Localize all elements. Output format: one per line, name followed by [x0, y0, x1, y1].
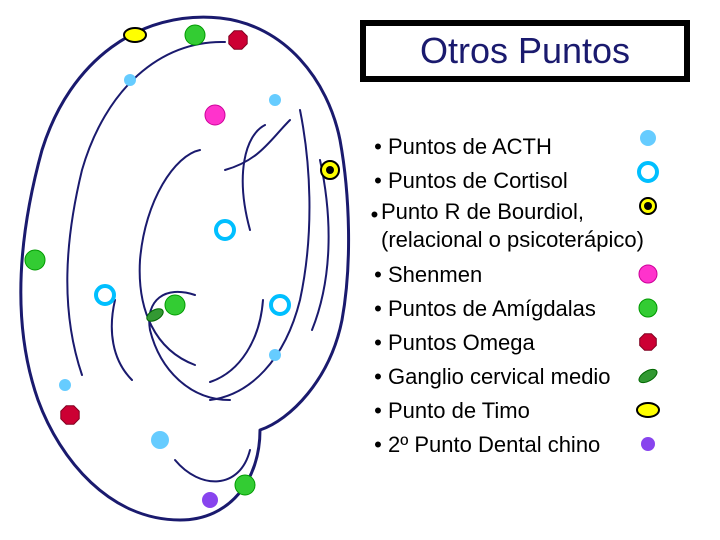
diagram-canvas: Otros Puntos •Puntos de ACTH•Puntos de C… — [0, 0, 720, 540]
list-item-label: Puntos Omega — [388, 326, 535, 360]
point-marker — [165, 295, 185, 315]
list-item: •Ganglio cervical medio — [368, 360, 688, 394]
list-item: •Puntos de ACTH — [368, 130, 688, 164]
point-marker — [202, 492, 218, 508]
list-item-label: Punto R de Bourdiol, (relacional o psico… — [381, 198, 688, 254]
list-item: •Puntos de Amígdalas — [368, 292, 688, 326]
list-item: •Punto R de Bourdiol, (relacional o psic… — [368, 198, 688, 254]
point-marker — [271, 296, 289, 314]
list-item-label: Shenmen — [388, 258, 482, 292]
point-marker — [25, 250, 45, 270]
point-marker — [59, 379, 71, 391]
point-marker — [229, 31, 247, 49]
point-marker — [321, 161, 339, 179]
list-item: •2º Punto Dental chino — [368, 428, 688, 462]
bullet-icon: • — [368, 198, 381, 232]
point-marker — [124, 28, 146, 42]
bullet-icon: • — [368, 394, 388, 428]
point-marker — [269, 94, 281, 106]
list-item: •Puntos Omega — [368, 326, 688, 360]
bullet-icon: • — [368, 292, 388, 326]
bullet-icon: • — [368, 428, 388, 462]
bullet-icon: • — [368, 164, 388, 198]
list-item-label: Puntos de Cortisol — [388, 164, 568, 198]
point-marker — [61, 406, 79, 424]
list-item-label: Ganglio cervical medio — [388, 360, 611, 394]
point-marker — [124, 74, 136, 86]
bullet-icon: • — [368, 326, 388, 360]
list-item-label: 2º Punto Dental chino — [388, 428, 600, 462]
point-marker — [96, 286, 114, 304]
bullet-icon: • — [368, 130, 388, 164]
point-marker — [205, 105, 225, 125]
list-item-label: Puntos de Amígdalas — [388, 292, 596, 326]
list-item-label: Puntos de ACTH — [388, 130, 552, 164]
list-item-label: Punto de Timo — [388, 394, 530, 428]
list-item: •Puntos de Cortisol — [368, 164, 688, 198]
point-marker — [216, 221, 234, 239]
point-marker — [185, 25, 205, 45]
list-item: •Punto de Timo — [368, 394, 688, 428]
point-marker — [151, 431, 169, 449]
bullet-icon: • — [368, 258, 388, 292]
point-marker — [235, 475, 255, 495]
title-text: Otros Puntos — [420, 30, 630, 72]
bullet-icon: • — [368, 360, 388, 394]
points-list: •Puntos de ACTH•Puntos de Cortisol•Punto… — [368, 130, 688, 462]
title-box: Otros Puntos — [360, 20, 690, 82]
list-item: •Shenmen — [368, 258, 688, 292]
point-marker — [145, 306, 166, 324]
point-marker — [269, 349, 281, 361]
